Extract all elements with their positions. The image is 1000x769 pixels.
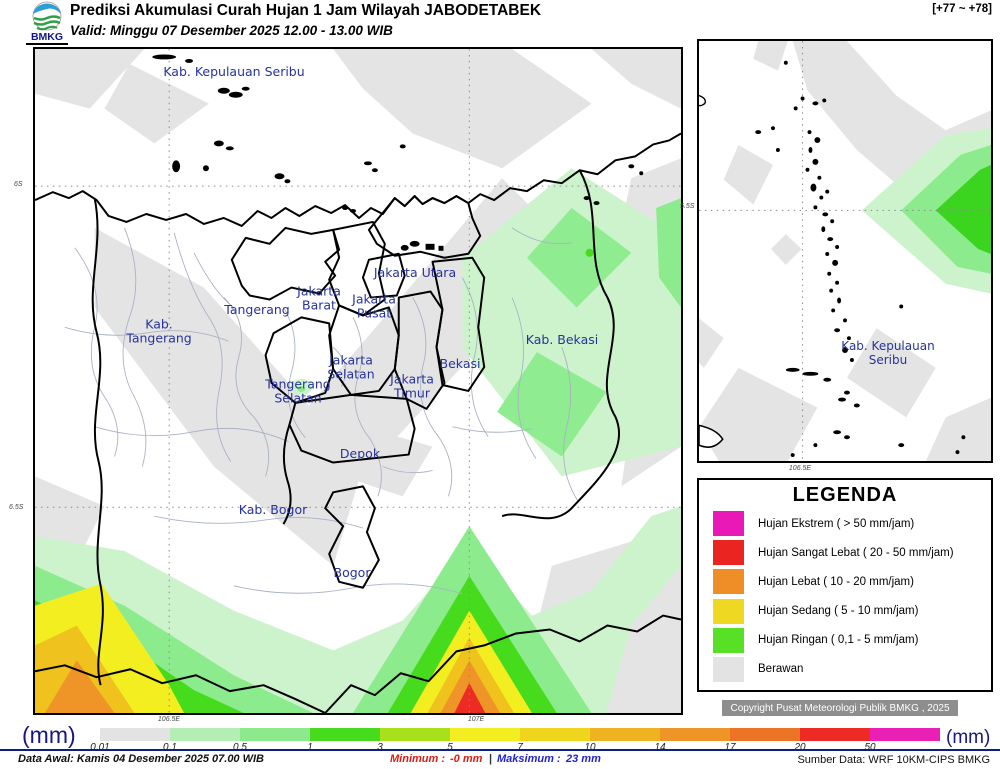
lat-label-6s: 6S bbox=[14, 181, 23, 188]
inset-islands bbox=[755, 60, 966, 458]
minimum-label: Minimum : bbox=[390, 753, 445, 765]
maksimum-value: 23 mm bbox=[566, 753, 601, 765]
colorbar-tick-label: 1 bbox=[307, 742, 313, 753]
legend-swatch bbox=[713, 598, 744, 624]
admin-boundaries bbox=[35, 132, 681, 713]
inset-map: Kab. Kepulauan Seribu bbox=[697, 39, 993, 463]
label-kab-tangerang: Kab. Tangerang bbox=[126, 316, 192, 346]
graticule bbox=[35, 49, 681, 713]
bmkg-logo-label: BMKG bbox=[26, 31, 68, 45]
colorbar-segment bbox=[100, 728, 170, 741]
inset-lat-label-5-5s: 5.5S bbox=[680, 203, 695, 210]
colorbar-segment bbox=[870, 728, 940, 741]
colorbar-segment bbox=[520, 728, 590, 741]
colorbar-tick-label: 3 bbox=[377, 742, 383, 753]
colorbar-tick-label: 10 bbox=[584, 742, 596, 753]
label-bogor: Bogor bbox=[333, 564, 371, 580]
footer-separator: | bbox=[489, 753, 493, 765]
lon-label-106-5e: 106.5E bbox=[157, 716, 181, 723]
colorbar-tick-label: 17 bbox=[724, 742, 736, 753]
label-depok: Depok bbox=[339, 445, 381, 461]
forecast-hour-range: [+77 ~ +78] bbox=[932, 3, 992, 15]
district-boundaries bbox=[64, 227, 580, 595]
colorbar-tick-label: 5 bbox=[447, 742, 453, 753]
page-title: Prediksi Akumulasi Curah Hujan 1 Jam Wil… bbox=[70, 2, 542, 19]
colorbar-unit-right: (mm) bbox=[946, 727, 991, 748]
footer-divider bbox=[0, 749, 1000, 751]
colorbar-segments bbox=[100, 728, 940, 741]
label-tangerang-selatan: Tangerang Selatan bbox=[265, 376, 331, 406]
legend-swatch bbox=[713, 540, 744, 566]
data-awal-text: Data Awal: Kamis 04 Desember 2025 07.00 … bbox=[18, 753, 264, 765]
valid-time-subtitle: Valid: Minggu 07 Desember 2025 12.00 - 1… bbox=[70, 23, 393, 38]
colorbar-segment bbox=[310, 728, 380, 741]
legend-rows: Hujan Ekstrem ( > 50 mm/jam) Hujan Sanga… bbox=[699, 507, 991, 684]
colorbar-tick-label: 0.5 bbox=[233, 742, 247, 753]
colorbar-segment bbox=[380, 728, 450, 741]
main-map: Kab. Kepulauan Seribu Kab. Tangerang Tan… bbox=[33, 47, 683, 715]
lat-label-6-5s: 6.5S bbox=[9, 504, 24, 511]
label-jakarta-pusat: Jakarta Pusat bbox=[352, 291, 396, 321]
colorbar-tick-label: 0.01 bbox=[90, 742, 110, 753]
label-jakarta-timur: Jakarta Timur bbox=[390, 371, 434, 401]
legend-item-label: Hujan Sangat Lebat ( 20 - 50 mm/jam) bbox=[758, 546, 954, 559]
legend-row: Berawan bbox=[713, 656, 977, 682]
legend-item-label: Hujan Lebat ( 10 - 20 mm/jam) bbox=[758, 575, 914, 588]
colorbar-tick-label: 50 bbox=[864, 742, 876, 753]
colorbar-segment bbox=[660, 728, 730, 741]
label-jakarta-barat: Jakarta Barat bbox=[297, 283, 341, 313]
legend-title: LEGENDA bbox=[792, 484, 898, 506]
legend-box: LEGENDA Hujan Ekstrem ( > 50 mm/jam) Huj… bbox=[697, 478, 993, 692]
legend-swatch bbox=[713, 656, 744, 682]
legend-swatch bbox=[713, 627, 744, 653]
colorbar-segment bbox=[590, 728, 660, 741]
legend-row: Hujan Sangat Lebat ( 20 - 50 mm/jam) bbox=[713, 540, 977, 566]
colorbar-ticks: 0.01 0.1 0.5 1 3 5 7 10 14 17 20 50 bbox=[90, 742, 940, 755]
label-kepulauan-seribu: Kab. Kepulauan Seribu bbox=[163, 63, 305, 79]
inset-rain-areas bbox=[861, 128, 991, 294]
inset-map-canvas bbox=[699, 41, 991, 461]
colorbar-segment bbox=[730, 728, 800, 741]
inset-coastline bbox=[699, 424, 724, 448]
sumber-data-text: Sumber Data: WRF 10KM-CIPS BMKG bbox=[797, 754, 990, 766]
legend-item-label: Berawan bbox=[758, 663, 804, 676]
lon-label-107e: 107E bbox=[467, 716, 485, 723]
label-kab-bogor: Kab. Bogor bbox=[238, 501, 308, 517]
legend-row: Hujan Sedang ( 5 - 10 mm/jam) bbox=[713, 598, 977, 624]
colorbar-tick-label: 14 bbox=[654, 742, 666, 753]
main-map-canvas bbox=[35, 49, 681, 713]
colorbar-segment bbox=[170, 728, 240, 741]
colorbar-segment bbox=[450, 728, 520, 741]
minimum-value: -0 mm bbox=[450, 753, 483, 765]
bmkg-logo-icon bbox=[32, 1, 62, 31]
inset-lon-label-106-5e: 106.5E bbox=[788, 465, 812, 472]
legend-item-label: Hujan Sedang ( 5 - 10 mm/jam) bbox=[758, 605, 919, 618]
colorbar-tick-label: 7 bbox=[517, 742, 523, 753]
inset-label-kepulauan-seribu: Kab. Kepulauan Seribu bbox=[841, 339, 935, 367]
inset-graticule bbox=[699, 41, 991, 461]
legend-item-label: Hujan Ekstrem ( > 50 mm/jam) bbox=[758, 517, 915, 530]
colorbar-segment bbox=[240, 728, 310, 741]
legend-row: Hujan Lebat ( 10 - 20 mm/jam) bbox=[713, 569, 977, 595]
colorbar-tick-label: 0.1 bbox=[163, 742, 177, 753]
copyright-bar: Copyright Pusat Meteorologi Publik BMKG … bbox=[722, 700, 958, 716]
legend-row: Hujan Ekstrem ( > 50 mm/jam) bbox=[713, 511, 977, 537]
colorbar-tick-label: 20 bbox=[794, 742, 806, 753]
legend-item-label: Hujan Ringan ( 0,1 - 5 mm/jam) bbox=[758, 634, 919, 647]
label-jakarta-selatan: Jakarta Selatan bbox=[327, 352, 375, 382]
colorbar-unit-left: (mm) bbox=[22, 722, 76, 748]
legend-row: Hujan Ringan ( 0,1 - 5 mm/jam) bbox=[713, 627, 977, 653]
label-bekasi: Bekasi bbox=[439, 355, 481, 371]
islands bbox=[152, 54, 644, 251]
colorbar-segment bbox=[800, 728, 870, 741]
legend-swatch bbox=[713, 511, 744, 537]
legend-swatch bbox=[713, 569, 744, 595]
maksimum-label: Maksimum : bbox=[497, 753, 561, 765]
label-tangerang: Tangerang bbox=[224, 301, 290, 317]
label-jakarta-utara: Jakarta Utara bbox=[373, 264, 457, 280]
label-kab-bekasi: Kab. Bekasi bbox=[525, 331, 599, 347]
